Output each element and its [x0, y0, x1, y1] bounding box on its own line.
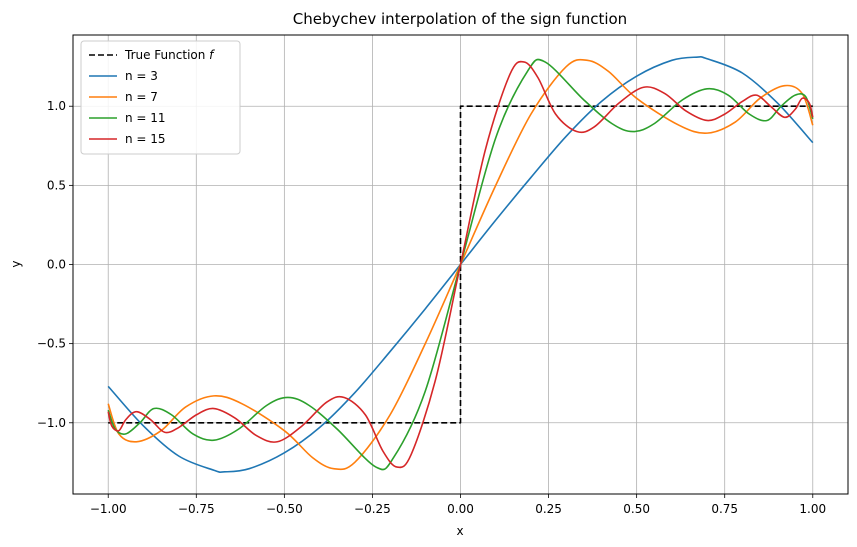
legend-label-1: n = 3: [125, 69, 158, 83]
y-tick-label: 0.0: [47, 258, 66, 272]
legend: True Function f n = 3 n = 7 n = 11 n = 15: [80, 40, 241, 155]
series-line-0: [108, 105, 813, 424]
x-tick-label: −0.75: [178, 502, 215, 516]
legend-label-3: n = 11: [125, 111, 166, 125]
x-tick-label: 0.50: [623, 502, 650, 516]
legend-label-2: n = 7: [125, 90, 158, 104]
legend-label-4: n = 15: [125, 132, 166, 146]
x-tick-label: 0.00: [447, 502, 474, 516]
x-tick-label: −0.25: [354, 502, 391, 516]
x-axis-label: x: [456, 524, 463, 538]
x-tick-label: −0.50: [266, 502, 303, 516]
series-lines: [107, 56, 814, 473]
chart-title: Chebychev interpolation of the sign func…: [293, 10, 627, 28]
series-line-4: [107, 60, 814, 469]
y-axis-label: y: [9, 260, 23, 267]
axis-ticks: −1.00 −0.75 −0.50 −0.25 0.00 0.25 0.50 0.75 1.00…: [37, 99, 826, 516]
x-tick-label: −1.00: [90, 502, 127, 516]
y-tick-label: −1.0: [37, 416, 66, 430]
y-tick-label: 0.5: [47, 178, 66, 192]
x-tick-label: 0.25: [535, 502, 562, 516]
x-tick-label: 0.75: [711, 502, 738, 516]
legend-label-0: True Function f: [124, 48, 215, 62]
y-tick-label: −0.5: [37, 337, 66, 351]
x-tick-label: 1.00: [799, 502, 826, 516]
y-tick-label: 1.0: [47, 99, 66, 113]
legend-box: [80, 40, 241, 155]
